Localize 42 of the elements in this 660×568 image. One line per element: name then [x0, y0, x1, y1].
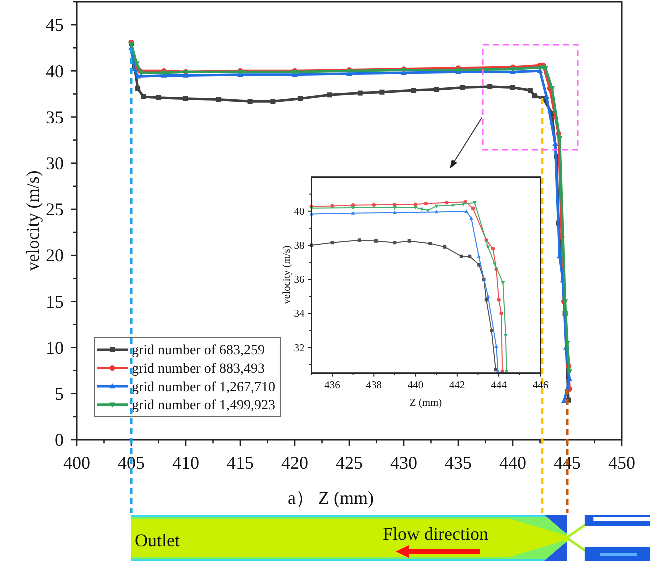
y-tick-label: 40: [294, 206, 305, 218]
y-tick-label: 15: [46, 292, 64, 312]
x-tick-label: 425: [336, 453, 363, 473]
x-tick-label: 444: [491, 380, 508, 392]
legend-label: grid number of 1,267,710: [132, 380, 276, 396]
x-tick-label: 435: [445, 453, 472, 473]
x-tick-label: 410: [172, 453, 200, 473]
y-tick-label: 36: [294, 275, 305, 286]
y-tick-label: 30: [46, 153, 64, 174]
text: Flow direction: [383, 524, 488, 544]
y-tick-label: 20: [46, 246, 64, 266]
y-tick-label: 25: [46, 200, 64, 220]
y-tick-label: 32: [294, 343, 305, 354]
y-tick-label: 0: [55, 430, 64, 450]
y-tick-label: 38: [294, 241, 305, 252]
x-tick-label: 445: [554, 453, 581, 473]
x-tick-label: 430: [390, 453, 418, 473]
x-tick-label: 400: [64, 453, 90, 473]
x-axis-title: Z (mm): [410, 398, 443, 409]
x-tick-label: 440: [408, 380, 424, 392]
y-tick-label: 10: [46, 338, 64, 358]
y-axis-title: velocity (m/s): [282, 245, 293, 304]
legend-label: grid number of 1,499,923: [132, 398, 276, 414]
text: Outlet: [135, 530, 180, 550]
legend-label: grid number of 683,259: [132, 344, 265, 359]
x-axis-title: a） Z (mm): [288, 488, 374, 508]
y-tick-label: 40: [46, 61, 64, 82]
legend-label: grid number of 883,493: [132, 362, 265, 378]
x-tick-label: 415: [227, 453, 254, 473]
y-tick-label: 5: [55, 384, 64, 404]
y-tick-label: 45: [46, 15, 64, 36]
x-tick-label: 436: [324, 380, 340, 392]
x-tick-label: 405: [118, 453, 145, 473]
x-tick-label: 450: [608, 453, 636, 473]
x-tick-label: 440: [500, 453, 526, 473]
x-tick-label: 438: [366, 380, 382, 392]
y-tick-label: 35: [46, 107, 64, 128]
x-tick-label: 420: [282, 453, 308, 473]
y-axis-title: velocity (m/s): [23, 170, 43, 272]
x-tick-label: 442: [450, 380, 466, 392]
x-tick-label: 446: [532, 380, 549, 392]
y-tick-label: 34: [294, 309, 306, 320]
